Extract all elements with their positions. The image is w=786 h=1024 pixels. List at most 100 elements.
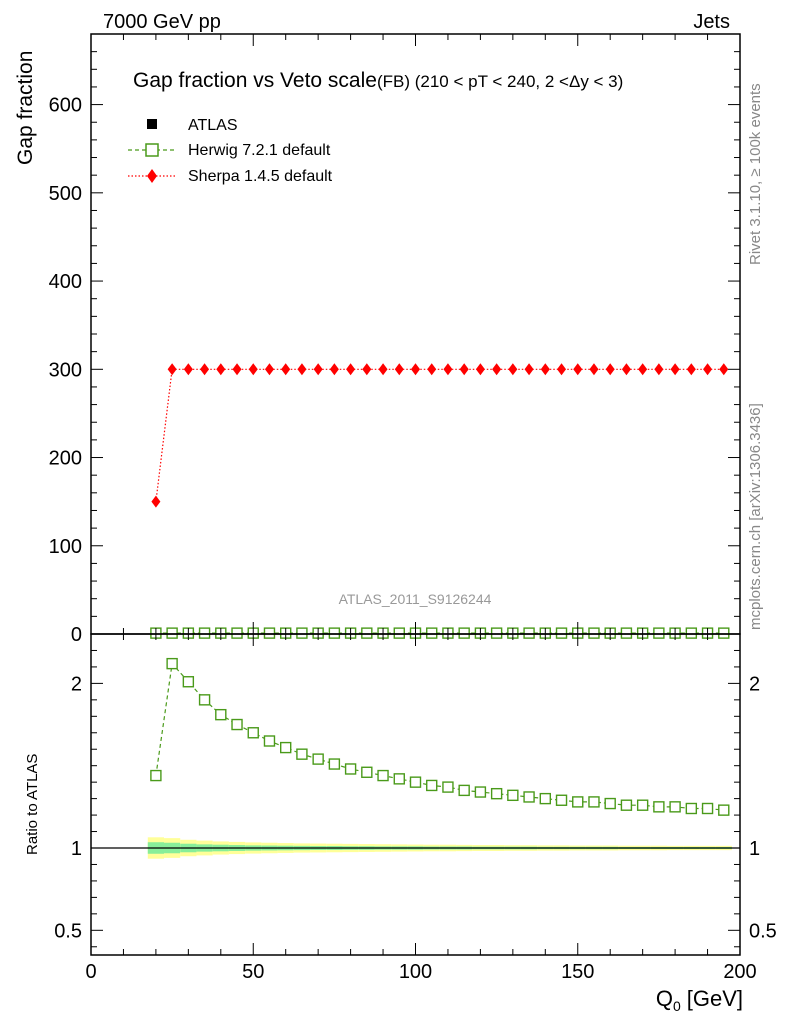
ratio-herwig-point [263, 735, 276, 747]
sherpa-point [281, 363, 291, 376]
sherpa-point [459, 363, 469, 376]
ratio-herwig-point [572, 796, 584, 808]
herwig-point [523, 627, 535, 639]
ratio-herwig-point [685, 802, 698, 815]
x-axis-label-unit: [GeV] [687, 986, 743, 1011]
ratio-herwig-point [539, 792, 551, 805]
sherpa-point [475, 363, 485, 376]
ratio-y-tick-label: 0.5 [54, 920, 82, 942]
herwig-point [426, 627, 438, 639]
ratio-herwig-point [409, 776, 422, 788]
herwig-point [393, 627, 405, 639]
main-y-tick-label: 100 [49, 536, 82, 558]
herwig-point [361, 627, 373, 639]
main-y-tick-label: 600 [49, 95, 82, 117]
sherpa-point [378, 363, 388, 376]
ratio-herwig-point [215, 708, 227, 721]
ratio-herwig-point [636, 799, 649, 811]
x-tick-label: 0 [85, 961, 96, 983]
ratio-herwig-point [377, 769, 389, 782]
ratio-herwig-point [182, 676, 195, 688]
ratio-herwig-point [328, 758, 341, 770]
ratio-herwig-point [555, 794, 568, 806]
ratio-herwig-point [442, 781, 454, 793]
x-axis-label: Q0 [GeV] [656, 986, 743, 1014]
herwig-point [458, 627, 470, 639]
ratio-herwig-point [296, 748, 308, 760]
sherpa-point [605, 363, 615, 376]
x-axis-label-symbol: Q [656, 986, 673, 1011]
sherpa-point [313, 363, 323, 376]
herwig-point [555, 627, 568, 639]
main-y-tick-label: 300 [49, 359, 82, 381]
sherpa-point [557, 363, 567, 376]
ratio-herwig-point [718, 804, 730, 816]
sherpa-point [346, 363, 356, 376]
x-tick-label: 50 [242, 961, 264, 983]
ratio-herwig-point [361, 766, 373, 778]
herwig-point [166, 627, 178, 639]
legend-marker-atlas [147, 119, 157, 129]
main-y-tick-label: 200 [49, 448, 82, 470]
main-subtitle-text: (FB) (210 < pT < 240, 2 <Δy < 3) [377, 72, 623, 91]
legend-marker-herwig [145, 143, 159, 157]
sherpa-point [329, 363, 339, 376]
ratio-herwig-point [588, 796, 600, 808]
x-tick-label: 150 [561, 961, 594, 983]
herwig-point [198, 627, 211, 639]
sherpa-point [248, 363, 258, 376]
x-axis-label-subscript: 0 [673, 998, 681, 1014]
main-y-tick-label: 400 [49, 271, 82, 293]
analysis-label: ATLAS_2011_S9126244 [339, 591, 492, 607]
ratio-y-tick-label: 1 [71, 838, 82, 860]
legend-marker-sherpa [147, 169, 157, 183]
ratio-herwig-point [474, 786, 487, 798]
sherpa-point [686, 363, 696, 376]
sherpa-point [427, 363, 437, 376]
ratio-herwig-line [155, 662, 724, 811]
ratio-herwig-point [150, 769, 162, 782]
ratio-herwig-point [426, 779, 438, 792]
ratio-y-axis-label: Ratio to ATLAS [24, 754, 41, 855]
sherpa-point [670, 363, 680, 376]
herwig-point [263, 627, 276, 639]
legend: ATLAS Herwig 7.2.1 default Sherpa 1.4.5 … [128, 117, 333, 185]
main-title-text: Gap fraction vs Veto scale [133, 69, 377, 92]
legend-label-herwig: Herwig 7.2.1 default [188, 142, 331, 159]
main-y-tick-label: 500 [49, 183, 82, 205]
ratio-herwig-point [701, 802, 714, 815]
sherpa-line [155, 368, 724, 502]
sherpa-point [183, 363, 193, 376]
herwig-point [296, 627, 308, 639]
x-tick-label: 100 [399, 961, 432, 983]
sherpa-point [151, 495, 161, 508]
herwig-point [588, 627, 600, 639]
ratio-herwig-point [166, 657, 178, 670]
ratio-herwig-point [280, 741, 292, 754]
sherpa-point [362, 363, 372, 376]
sherpa-point [394, 363, 404, 376]
legend-entry-sherpa: Sherpa 1.4.5 default [128, 168, 333, 185]
sherpa-point [411, 363, 420, 376]
sherpa-point [200, 363, 210, 376]
sherpa-point [540, 363, 550, 376]
sherpa-point [654, 363, 664, 376]
sherpa-point [508, 363, 518, 376]
sherpa-point [524, 363, 534, 376]
x-tick-label: 200 [723, 961, 756, 983]
sherpa-point [264, 363, 274, 376]
legend-entry-atlas: ATLAS [147, 117, 238, 134]
sherpa-point [492, 363, 502, 376]
herwig-point [653, 627, 665, 639]
ratio-herwig-point [490, 787, 503, 800]
ratio-herwig-point [458, 784, 470, 797]
main-y-axis-label: Gap fraction [14, 51, 37, 165]
header-category-label: Jets [693, 11, 730, 33]
ratio-herwig-point [344, 763, 357, 775]
ratio-y-tick-label-right: 1 [749, 838, 760, 860]
legend-label-atlas: ATLAS [188, 117, 238, 134]
sherpa-point [232, 363, 242, 376]
herwig-point [328, 627, 341, 639]
